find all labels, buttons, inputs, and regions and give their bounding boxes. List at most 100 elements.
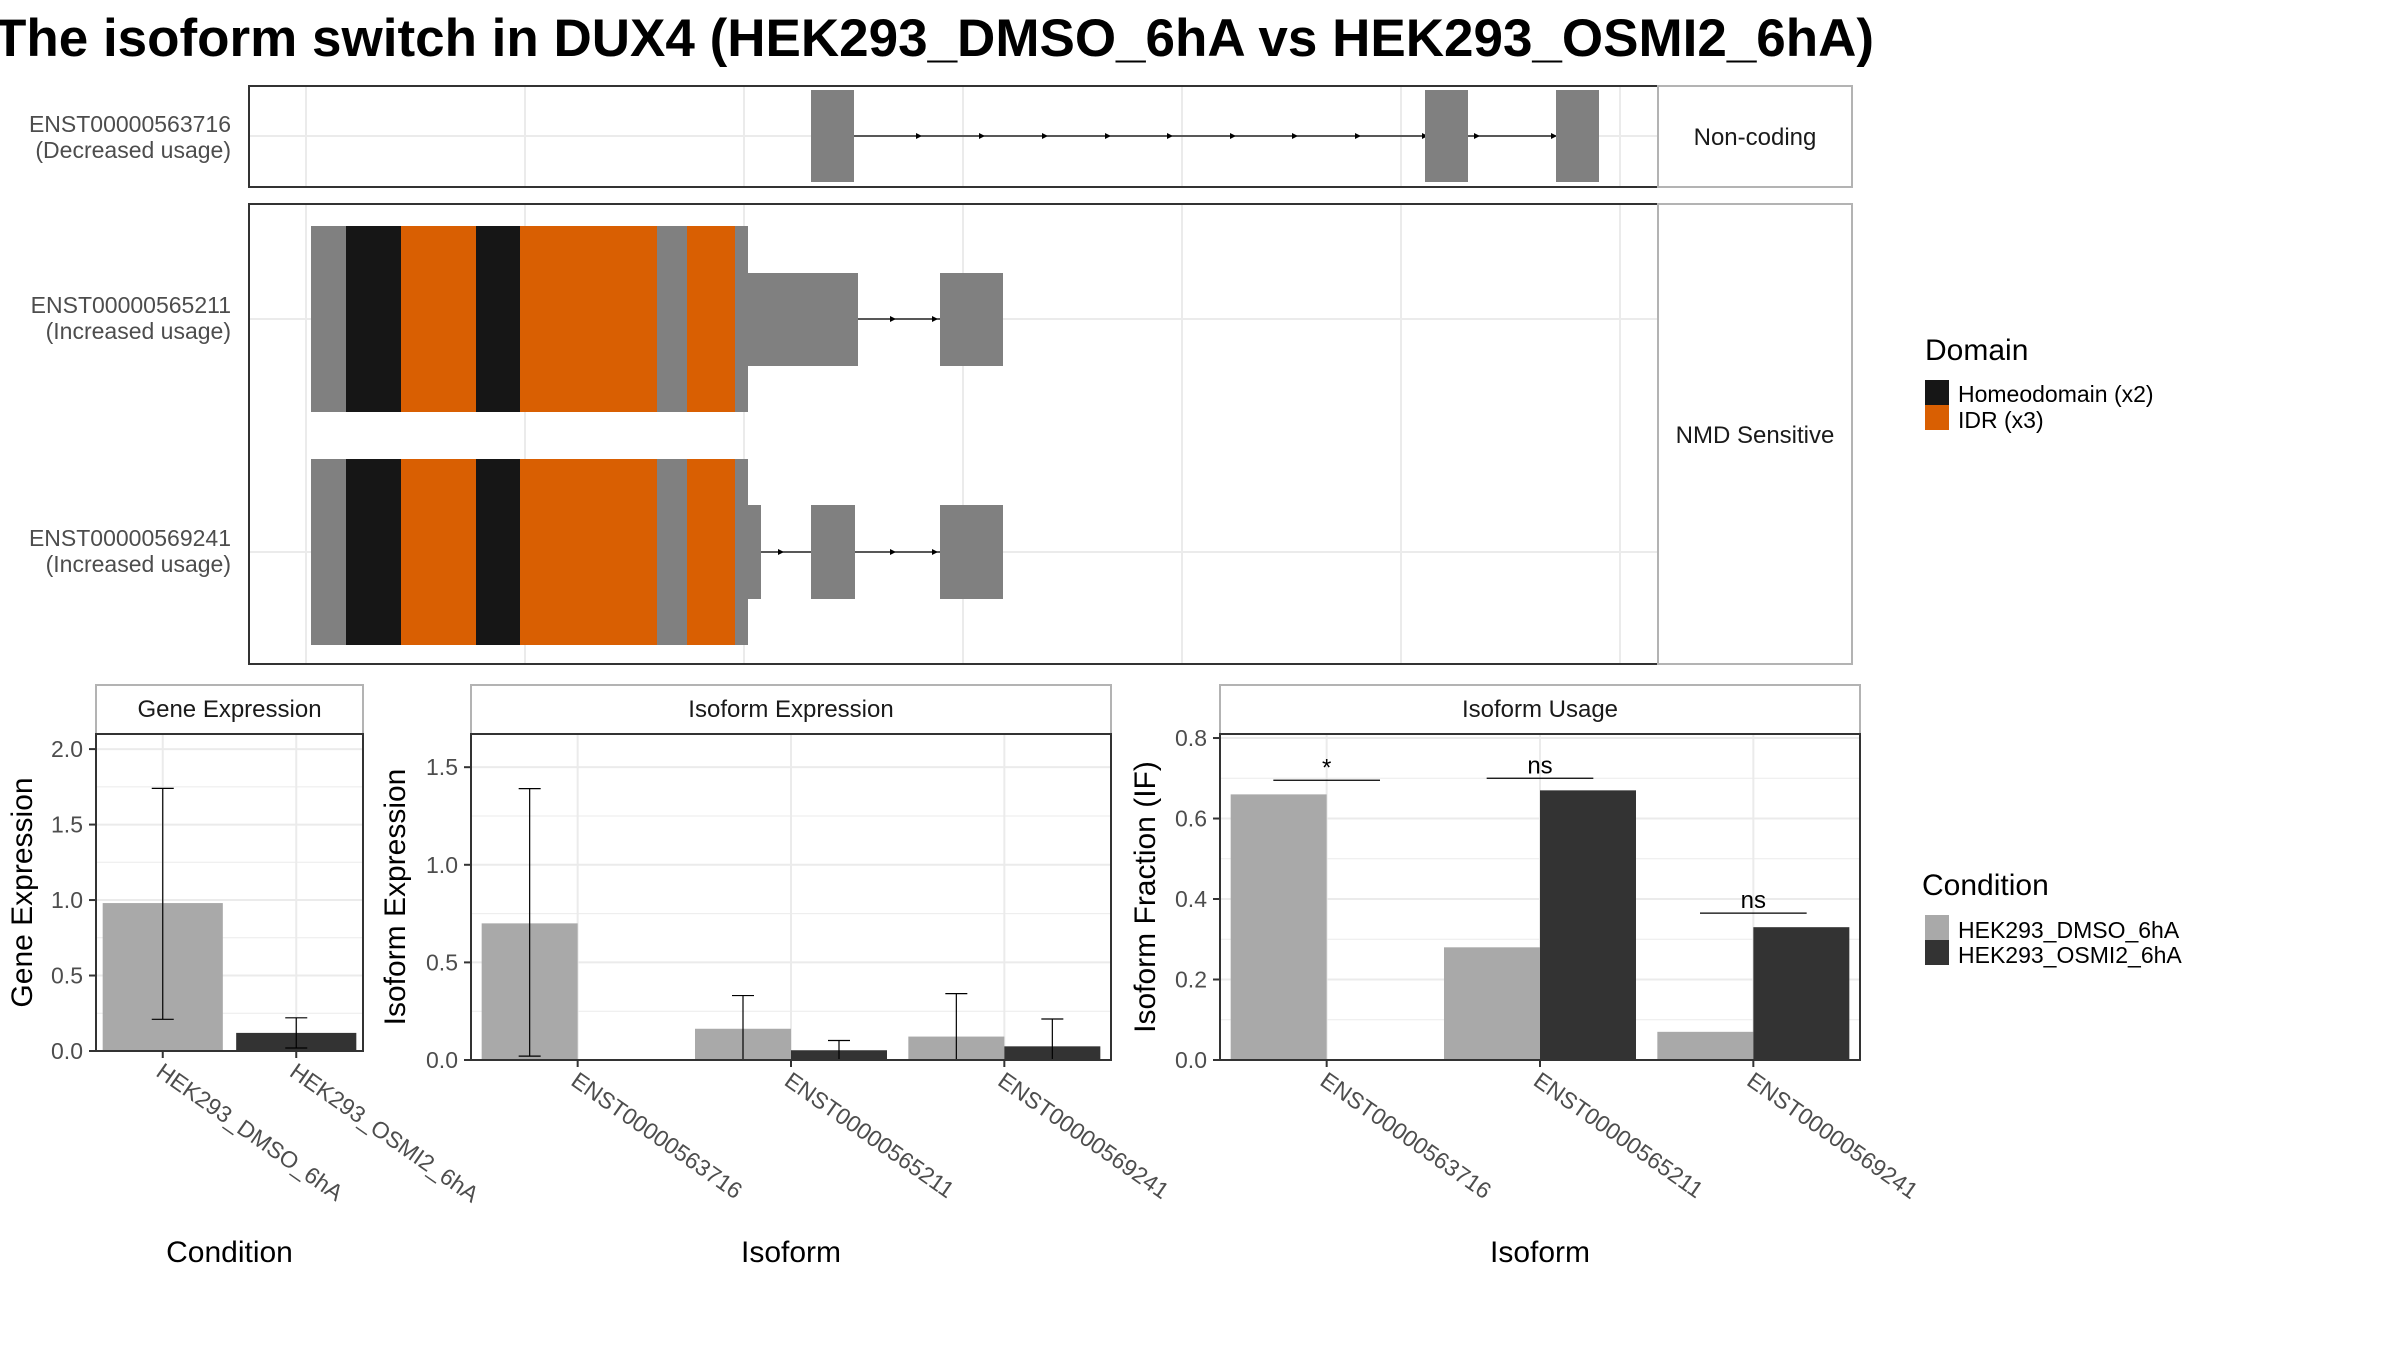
facet-label-nmd: NMD Sensitive — [1676, 422, 1835, 449]
homeodomain-domain — [476, 459, 520, 645]
y-axis-title: Gene Expression — [6, 777, 39, 1007]
strand-arrow — [932, 316, 938, 322]
facet-strip — [1219, 684, 1861, 735]
x-tick-label: ENST00000565211 — [780, 1067, 959, 1203]
strand-arrow — [1167, 133, 1173, 139]
exon — [1556, 90, 1599, 182]
x-tick-label: ENST00000569241 — [1742, 1067, 1922, 1204]
structure-panel: Non-coding NMD Sensitive ENST00000563716… — [29, 85, 1853, 665]
y-tick-label: 0.2 — [1175, 967, 1207, 993]
row-label-usage: (Increased usage) — [46, 551, 231, 577]
idr-domain — [401, 226, 476, 412]
x-tick-label: ENST00000569241 — [993, 1067, 1173, 1204]
exon — [940, 273, 1003, 366]
idr-domain — [520, 459, 657, 645]
facet-label-noncoding: Non-coding — [1694, 124, 1817, 151]
y-tick-label: 0.8 — [1175, 725, 1207, 751]
legend-label: HEK293_OSMI2_6hA — [1958, 942, 2182, 968]
y-tick-label: 0.0 — [51, 1038, 83, 1064]
y-tick-label: 2.0 — [51, 736, 83, 762]
y-tick-label: 1.0 — [426, 852, 458, 878]
exon — [748, 273, 858, 366]
x-axis-title: Isoform — [1490, 1236, 1590, 1269]
gene-expression-chart: Gene Expression0.00.51.01.52.0HEK293_DMS… — [6, 684, 484, 1269]
bar — [1753, 927, 1850, 1060]
strand-arrow — [1551, 133, 1557, 139]
x-tick-label: ENST00000563716 — [567, 1067, 747, 1204]
facet-strip-noncoding — [1657, 85, 1853, 188]
exon — [311, 459, 346, 645]
isoform-expression-chart: Isoform Expression 0.0 0.5 1.0 1.5 ENST000005… — [379, 684, 1174, 1269]
figure-title: The isoform switch in DUX4 (HEK293_DMSO_… — [0, 9, 1874, 68]
legend-key-idr — [1925, 405, 1949, 430]
y-tick-label: 1.0 — [51, 887, 83, 913]
strand-arrow — [979, 133, 985, 139]
legend-key-osmi2 — [1925, 940, 1949, 965]
legend-key-dmso — [1925, 915, 1949, 940]
y-tick-label: 0.6 — [1175, 806, 1207, 832]
row-label-usage: (Decreased usage) — [35, 137, 231, 163]
exon — [735, 226, 748, 412]
exon — [657, 459, 687, 645]
facet-strip — [95, 684, 364, 735]
exon — [1425, 90, 1468, 182]
bar — [1230, 794, 1327, 1060]
strand-arrow — [1292, 133, 1298, 139]
strand-arrow — [890, 316, 896, 322]
y-axis-title: Isoform Fraction (IF) — [1129, 761, 1162, 1033]
domain-legend: Domain Homeodomain (x2) IDR (x3) — [1925, 334, 2154, 433]
x-tick-label: ENST00000563716 — [1316, 1067, 1496, 1204]
chart-title: Gene Expression — [137, 696, 321, 723]
row-label-id: ENST00000569241 — [29, 525, 231, 551]
exon — [940, 505, 1003, 599]
facet-strip — [470, 684, 1112, 735]
row-label-id: ENST00000563716 — [29, 111, 231, 137]
strand-arrow — [916, 133, 922, 139]
exon — [735, 459, 748, 645]
strand-arrow — [1355, 133, 1361, 139]
y-tick-label: 0.0 — [426, 1047, 458, 1073]
y-tick-label: 0.5 — [51, 963, 83, 989]
exon-blocks — [311, 90, 1599, 645]
y-tick-label: 0.4 — [1175, 886, 1207, 912]
significance-label: ns — [1741, 887, 1766, 914]
homeodomain-domain — [346, 459, 401, 645]
isoform-usage-chart: Isoform Usage * ns ns 0.0 0.2 0.4 0.6 0.8 ENST000… — [1129, 684, 1923, 1269]
x-axis-title: Isoform — [741, 1236, 841, 1269]
exon — [748, 505, 761, 599]
strand-arrow — [932, 549, 938, 555]
strand-arrow — [890, 549, 896, 555]
homeodomain-domain — [476, 226, 520, 412]
strand-arrow — [1042, 133, 1048, 139]
strand-arrow — [1474, 133, 1480, 139]
idr-domain — [520, 226, 657, 412]
legend-label: HEK293_DMSO_6hA — [1958, 917, 2180, 943]
condition-legend: Condition HEK293_DMSO_6hA HEK293_OSMI2_6… — [1922, 869, 2182, 968]
y-tick-label: 1.5 — [51, 812, 83, 838]
homeodomain-domain — [346, 226, 401, 412]
idr-domain — [687, 226, 735, 412]
idr-domain — [401, 459, 476, 645]
strand-arrow — [778, 549, 784, 555]
chart-title: Isoform Usage — [1462, 696, 1618, 723]
x-tick-label: ENST00000565211 — [1529, 1067, 1708, 1203]
y-tick-label: 0.5 — [426, 949, 458, 975]
row-label-usage: (Increased usage) — [46, 318, 231, 344]
bar — [1657, 1031, 1754, 1060]
row-label-id: ENST00000565211 — [31, 292, 231, 318]
legend-key-homeodomain — [1925, 380, 1949, 405]
significance-label: * — [1322, 754, 1331, 781]
strand-arrow — [1105, 133, 1111, 139]
idr-domain — [687, 459, 735, 645]
plot-border — [95, 733, 364, 1052]
exon — [657, 226, 687, 412]
chart-title: Isoform Expression — [688, 696, 893, 723]
y-axis-title: Isoform Expression — [379, 769, 412, 1026]
y-tick-label: 1.5 — [426, 754, 458, 780]
exon — [811, 90, 854, 182]
bar — [1540, 790, 1636, 1060]
strand-arrow — [1230, 133, 1236, 139]
exon — [811, 505, 855, 599]
facet-strip-nmd — [1657, 203, 1853, 665]
